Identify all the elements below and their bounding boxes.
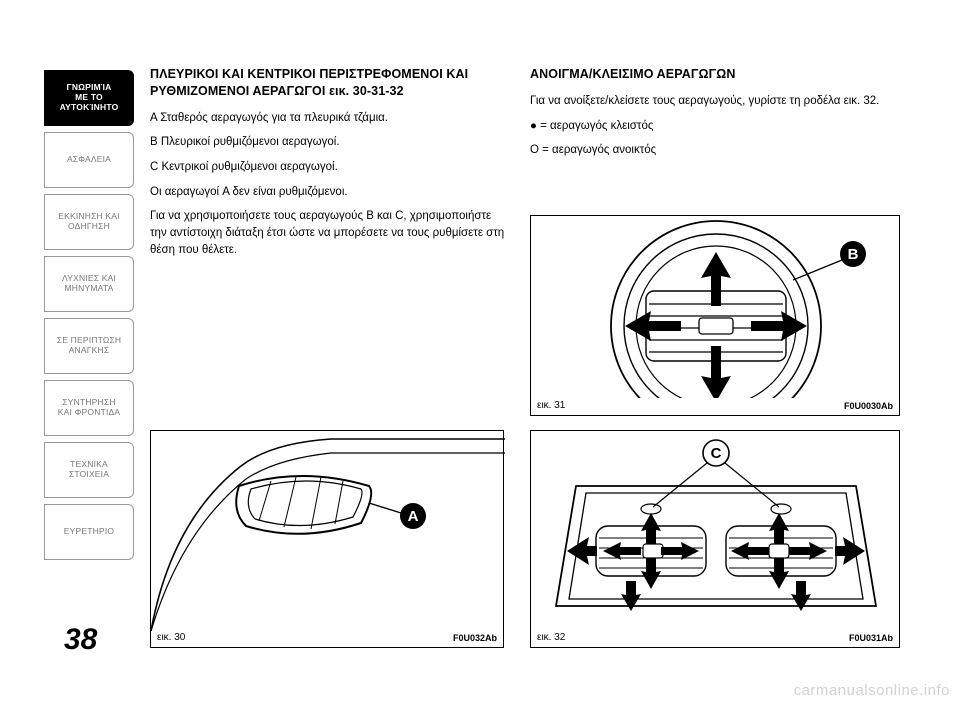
fig32-svg: C — [531, 431, 901, 631]
fig30-callout: A — [408, 508, 419, 525]
right-p2: ● = αεραγωγός κλειστός — [530, 118, 900, 135]
fig32-caption: εικ. 32 — [537, 632, 565, 643]
tab-emergency[interactable]: ΣΕ ΠΕΡΙΠΤΩΣΗΑΝΑΓΚΗΣ — [44, 318, 134, 374]
tab-index[interactable]: ΕΥΡΕΤΗΡΙΟ — [44, 504, 134, 560]
tab-label: ΕΚΚΙΝΗΣΗ ΚΑΙΟΔΗΓΗΣΗ — [58, 212, 120, 232]
fig31-svg: B — [531, 216, 901, 398]
fig31-code: F0U0030Ab — [844, 401, 893, 411]
fig32-code: F0U031Ab — [849, 633, 893, 643]
left-p5: Για να χρησιμοποιήσετε τους αεραγωγούς B… — [150, 208, 510, 258]
right-p3: O = αεραγωγός ανοικτός — [530, 142, 900, 159]
tab-safety[interactable]: ΑΣΦΑΛΕΙΑ — [44, 132, 134, 188]
svg-text:B: B — [848, 246, 859, 263]
figure-30: A εικ. 30 F0U032Ab — [150, 430, 504, 648]
page-number: 38 — [64, 623, 97, 657]
tab-label: ΓΝΩΡΙΜΊΑΜΕ ΤΟΑΥΤΟΚΊΝΗΤΟ — [60, 83, 119, 112]
tab-label: ΕΥΡΕΤΗΡΙΟ — [64, 527, 114, 537]
right-column: ΑΝΟΙΓΜΑ/ΚΛΕΙΣΙΜΟ ΑΕΡΑΓΩΓΩΝ Για να ανοίξε… — [530, 66, 900, 167]
tab-warning-lights[interactable]: ΛΥΧΝΙΕΣ ΚΑΙΜΗΝΥΜΑΤΑ — [44, 256, 134, 312]
fig30-caption: εικ. 30 — [157, 632, 185, 643]
sidebar: ΓΝΩΡΙΜΊΑΜΕ ΤΟΑΥΤΟΚΊΝΗΤΟ ΑΣΦΑΛΕΙΑ ΕΚΚΙΝΗΣ… — [44, 70, 134, 566]
tab-maintenance[interactable]: ΣΥΝΤΗΡΗΣΗΚΑΙ ΦΡΟΝΤΙΔΑ — [44, 380, 134, 436]
left-body: A Σταθερός αεραγωγός για τα πλευρικά τζά… — [150, 110, 510, 259]
left-p2: B Πλευρικοί ρυθμιζόμενοι αεραγωγοί. — [150, 134, 510, 151]
tab-label: ΣΥΝΤΗΡΗΣΗΚΑΙ ΦΡΟΝΤΙΔΑ — [58, 398, 121, 418]
right-title: ΑΝΟΙΓΜΑ/ΚΛΕΙΣΙΜΟ ΑΕΡΑΓΩΓΩΝ — [530, 66, 900, 83]
tab-label: ΛΥΧΝΙΕΣ ΚΑΙΜΗΝΥΜΑΤΑ — [62, 274, 116, 294]
page: ΓΝΩΡΙΜΊΑΜΕ ΤΟΑΥΤΟΚΊΝΗΤΟ ΑΣΦΑΛΕΙΑ ΕΚΚΙΝΗΣ… — [0, 0, 960, 709]
watermark: carmanualsonline.info — [794, 682, 950, 699]
figure-31: B εικ. 31 F0U0030Ab — [530, 215, 900, 416]
tab-tech-specs[interactable]: ΤΕΧΝΙΚΑΣΤΟΙΧΕΙΑ — [44, 442, 134, 498]
tab-label: ΑΣΦΑΛΕΙΑ — [67, 155, 111, 165]
figure-32: C εικ. 32 F0U031Ab — [530, 430, 900, 648]
tab-starting-driving[interactable]: ΕΚΚΙΝΗΣΗ ΚΑΙΟΔΗΓΗΣΗ — [44, 194, 134, 250]
left-column: ΠΛΕΥΡΙΚΟΙ ΚΑΙ ΚΕΝΤΡΙΚΟΙ ΠΕΡΙΣΤΡΕΦΟΜΕΝΟΙ … — [150, 66, 510, 266]
left-p1: A Σταθερός αεραγωγός για τα πλευρικά τζά… — [150, 110, 510, 127]
fig30-svg: A — [151, 431, 505, 631]
right-p1: Για να ανοίξετε/κλείσετε τους αεραγωγούς… — [530, 93, 900, 110]
fig30-code: F0U032Ab — [453, 633, 497, 643]
right-body: Για να ανοίξετε/κλείσετε τους αεραγωγούς… — [530, 93, 900, 159]
fig31-caption: εικ. 31 — [537, 400, 565, 411]
left-p3: C Κεντρικοί ρυθμιζόμενοι αεραγωγοί. — [150, 159, 510, 176]
svg-text:C: C — [711, 445, 722, 462]
left-title: ΠΛΕΥΡΙΚΟΙ ΚΑΙ ΚΕΝΤΡΙΚΟΙ ΠΕΡΙΣΤΡΕΦΟΜΕΝΟΙ … — [150, 66, 510, 100]
left-p4: Οι αεραγωγοί A δεν είναι ρυθμιζόμενοι. — [150, 184, 510, 201]
tab-label: ΣΕ ΠΕΡΙΠΤΩΣΗΑΝΑΓΚΗΣ — [57, 336, 121, 356]
tab-label: ΤΕΧΝΙΚΑΣΤΟΙΧΕΙΑ — [69, 460, 109, 480]
tab-know-car[interactable]: ΓΝΩΡΙΜΊΑΜΕ ΤΟΑΥΤΟΚΊΝΗΤΟ — [44, 70, 134, 126]
